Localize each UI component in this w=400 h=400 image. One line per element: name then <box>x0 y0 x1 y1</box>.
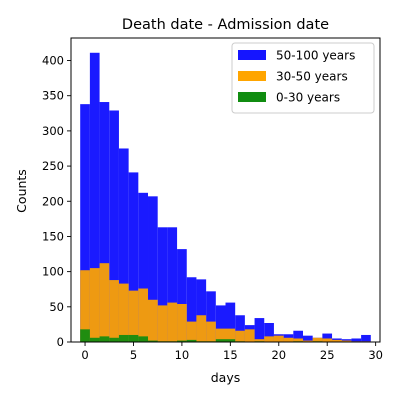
bar-50-100-years-16 <box>235 315 245 342</box>
bar-30-50-years-24 <box>312 337 323 342</box>
x-tick-label: 10 <box>175 348 190 362</box>
plot-area <box>80 52 371 343</box>
plot-frame <box>70 37 381 343</box>
bar-50-100-years-19 <box>264 323 274 342</box>
legend: 50-100 years 30-50 years 0-30 years <box>231 42 375 114</box>
bar-30-50-years-19 <box>264 336 274 342</box>
bar-0-30-years-10 <box>177 340 187 342</box>
bar-0-30-years-6 <box>138 336 149 342</box>
y-tick-label: 100 <box>42 265 64 279</box>
bar-50-100-years-15 <box>225 302 236 342</box>
bar-50-100-years-4 <box>118 148 129 342</box>
bar-50-100-years-8 <box>157 227 168 342</box>
bar-30-50-years-14 <box>215 328 226 342</box>
bar-50-100-years-11 <box>186 277 197 342</box>
bar-30-50-years-18 <box>254 339 265 342</box>
bar-30-50-years-26 <box>332 339 342 342</box>
y-axis: 0 50 100 150 200 250 300 350 400 <box>42 54 71 349</box>
bar-50-100-years-1 <box>89 52 100 343</box>
bar-30-50-years-4 <box>118 283 129 342</box>
bar-30-50-years-3 <box>109 280 119 342</box>
bar-0-30-years-7 <box>148 340 158 342</box>
x-tick-label: 30 <box>368 348 383 362</box>
y-tick-label: 400 <box>42 54 64 68</box>
bar-30-50-years-1 <box>89 268 100 342</box>
bar-30-50-years-23 <box>302 340 313 342</box>
bar-0-30-years-1 <box>89 337 100 342</box>
bar-30-50-years-13 <box>206 321 216 342</box>
bar-0-30-years-5 <box>128 334 139 342</box>
y-tick-label: 250 <box>42 159 64 173</box>
bar-50-100-years-6 <box>138 192 149 342</box>
chart-title: Death date - Admission date <box>122 17 329 33</box>
bar-50-100-years-9 <box>167 227 178 342</box>
legend-label-30-50-years: 30-50 years <box>276 70 348 84</box>
bar-0-30-years-4 <box>118 334 129 342</box>
y-axis-label: Counts <box>14 169 29 213</box>
bar-50-100-years-28 <box>351 338 362 342</box>
bar-50-100-years-22 <box>293 330 303 342</box>
bar-50-100-years-18 <box>254 318 265 342</box>
x-axis-label: days <box>211 370 241 385</box>
bar-30-50-years-10 <box>177 304 187 342</box>
bar-30-50-years-12 <box>196 315 207 342</box>
bar-30-50-years-17 <box>244 329 255 342</box>
bar-50-100-years-29 <box>361 334 371 342</box>
bar-0-30-years-11 <box>186 339 197 342</box>
bar-50-100-years-0 <box>80 104 90 342</box>
legend-swatch-0-30-years <box>238 92 266 102</box>
bar-30-50-years-7 <box>148 299 158 342</box>
bar-30-50-years-0 <box>80 270 90 342</box>
bar-50-100-years-10 <box>177 249 187 342</box>
x-tick-label: 25 <box>320 348 335 362</box>
bar-0-30-years-14 <box>215 339 226 342</box>
legend-label-50-100-years: 50-100 years <box>276 49 355 63</box>
bar-0-30-years-0 <box>80 329 90 342</box>
legend-swatch-50-100-years <box>238 50 266 60</box>
bar-50-100-years-13 <box>206 291 216 342</box>
y-tick-label: 300 <box>42 124 64 138</box>
y-tick-label: 350 <box>42 89 64 103</box>
y-tick-label: 0 <box>57 335 64 349</box>
bar-50-100-years-7 <box>148 196 158 342</box>
bar-50-100-years-23 <box>302 335 313 342</box>
x-tick-label: 15 <box>223 348 238 362</box>
bar-30-50-years-6 <box>138 288 149 342</box>
y-tick-label: 200 <box>42 194 64 208</box>
bar-50-100-years-3 <box>109 110 119 343</box>
legend-swatch-30-50-years <box>238 71 266 81</box>
bar-0-30-years-15 <box>225 339 236 342</box>
bar-50-100-years-25 <box>322 333 333 342</box>
x-tick-label: 5 <box>130 348 137 362</box>
bar-30-50-years-11 <box>186 321 197 342</box>
legend-box <box>231 42 375 114</box>
bar-50-100-years-14 <box>215 305 226 342</box>
x-tick-label: 0 <box>81 348 88 362</box>
y-tick-label: 150 <box>42 229 64 243</box>
bar-50-100-years-2 <box>99 102 110 342</box>
bar-0-30-years-3 <box>109 337 119 342</box>
bar-50-100-years-12 <box>196 279 207 342</box>
legend-label-0-30-years: 0-30 years <box>276 91 340 105</box>
bar-30-50-years-16 <box>235 330 245 342</box>
bar-30-50-years-8 <box>157 305 168 342</box>
x-axis: 0 5 10 15 20 25 30 <box>81 342 383 362</box>
bar-30-50-years-9 <box>167 302 178 342</box>
y-tick-label: 50 <box>49 300 64 314</box>
bar-30-50-years-27 <box>341 340 352 342</box>
x-tick-label: 20 <box>271 348 286 362</box>
bar-30-50-years-25 <box>322 338 333 342</box>
bar-0-30-years-2 <box>99 336 110 342</box>
bar-50-100-years-5 <box>128 172 139 342</box>
bar-30-50-years-20 <box>273 335 284 342</box>
bar-30-50-years-22 <box>293 338 303 342</box>
bar-30-50-years-21 <box>283 337 294 342</box>
bar-30-50-years-5 <box>128 290 139 342</box>
bar-30-50-years-2 <box>99 263 110 342</box>
bar-30-50-years-15 <box>225 328 236 342</box>
